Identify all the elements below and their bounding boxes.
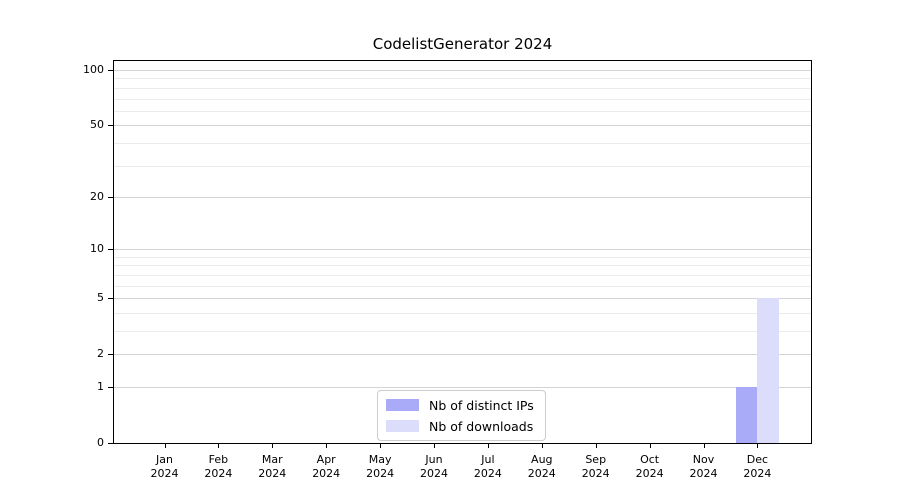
x-tick-label-line: Nov <box>692 453 715 466</box>
legend-swatch-distinct-ips <box>386 399 419 411</box>
x-tick-label-line: Jan <box>156 453 173 466</box>
gridline-minor <box>114 285 811 287</box>
gridline-minor <box>114 110 811 112</box>
legend-item-downloads: Nb of downloads <box>386 417 534 435</box>
x-tick-label-line: 2024 <box>689 467 718 480</box>
legend-label-downloads: Nb of downloads <box>429 418 534 434</box>
gridline-major <box>114 125 811 127</box>
x-tick <box>380 443 382 448</box>
y-tick <box>108 249 113 251</box>
x-tick-label-line: 2024 <box>581 467 610 480</box>
gridline-minor <box>114 256 811 258</box>
chart-title: CodelistGenerator 2024 <box>372 35 553 53</box>
gridline-minor <box>114 165 811 167</box>
y-tick-label: 100 <box>83 63 104 77</box>
legend-swatch-downloads <box>386 420 419 432</box>
gridline-minor <box>114 265 811 267</box>
gridline-minor <box>114 330 811 332</box>
x-tick <box>326 443 328 448</box>
gridline-minor <box>114 274 811 276</box>
x-tick-label: Sep 2024 <box>569 453 623 481</box>
y-tick <box>108 298 113 300</box>
gridline-major <box>114 354 811 356</box>
x-tick <box>757 443 759 448</box>
legend-label-distinct-ips: Nb of distinct IPs <box>429 397 534 413</box>
x-tick-label: Nov 2024 <box>677 453 731 481</box>
x-tick-label-line: 2024 <box>743 467 772 480</box>
bars-layer <box>114 61 811 443</box>
y-tick-label: 0 <box>97 436 104 449</box>
x-tick-label-line: 2024 <box>204 467 233 480</box>
gridlines-layer <box>114 61 811 443</box>
y-tick <box>108 125 113 127</box>
y-tick <box>108 354 113 356</box>
x-tick <box>595 443 597 448</box>
x-tick <box>272 443 274 448</box>
x-tick-label-line: May <box>368 453 392 466</box>
gridline-major <box>114 386 811 388</box>
x-tick-label: Dec 2024 <box>730 453 784 481</box>
gridline-minor <box>114 98 811 100</box>
y-tick-label: 1 <box>97 379 104 393</box>
y-tick-label: 5 <box>97 291 104 305</box>
x-tick-label-line: Dec <box>746 453 769 466</box>
y-tick <box>108 386 113 388</box>
x-tick-label-line: Feb <box>208 453 229 466</box>
bar-downloads <box>757 298 779 443</box>
x-tick <box>703 443 705 448</box>
x-tick-label-line: Aug <box>531 453 553 466</box>
y-tick <box>108 196 113 198</box>
y-tick-label: 20 <box>90 189 104 203</box>
y-tick-label: 10 <box>90 242 104 256</box>
x-tick <box>649 443 651 448</box>
x-tick-label: Apr 2024 <box>299 453 353 481</box>
x-tick-label-line: 2024 <box>635 467 664 480</box>
x-tick-label-line: Oct <box>640 453 660 466</box>
y-tick-label: 50 <box>90 118 104 132</box>
x-tick-label: Aug 2024 <box>515 453 569 481</box>
y-tick <box>108 443 113 444</box>
x-tick-label-line: 2024 <box>473 467 502 480</box>
y-tick <box>108 70 113 72</box>
x-tick-label: Feb 2024 <box>191 453 245 481</box>
x-tick-label: Mar 2024 <box>245 453 299 481</box>
x-tick <box>541 443 543 448</box>
x-tick-label-line: Jul <box>481 453 495 466</box>
x-tick-label: May 2024 <box>353 453 407 481</box>
x-tick-label-line: 2024 <box>527 467 556 480</box>
x-tick-label-line: 2024 <box>420 467 448 480</box>
gridline-minor <box>114 142 811 144</box>
gridline-major <box>114 249 811 251</box>
x-tick-label-line: Sep <box>585 453 607 466</box>
x-tick <box>164 443 166 448</box>
gridline-major <box>114 196 811 198</box>
x-tick <box>434 443 435 448</box>
axis-layer: 0 1 2 5 10 20 50 100 Jan 2024 Feb 2024 Mar 2024 Apr 202… <box>83 61 811 480</box>
x-tick-label: Oct 2024 <box>623 453 677 481</box>
plot-area: 0 1 2 5 10 20 50 100 Jan 2024 Feb 2024 Mar 2024 Apr 202… <box>83 60 812 480</box>
x-tick-label: Jul 2024 <box>461 453 515 481</box>
x-tick-label-line: Mar <box>261 453 283 466</box>
x-tick <box>487 443 489 448</box>
gridline-minor <box>114 312 811 314</box>
y-tick-label: 2 <box>97 347 104 361</box>
x-tick-label-line: 2024 <box>258 467 287 480</box>
x-tick <box>218 443 220 448</box>
gridline-minor <box>114 87 811 89</box>
legend: Nb of distinct IPs Nb of downloads <box>377 390 546 441</box>
x-tick-label-line: 2024 <box>366 467 395 480</box>
gridline-major <box>114 70 811 72</box>
bar-distinct-ips <box>735 386 758 443</box>
x-tick-label: Jan 2024 <box>138 453 192 481</box>
legend-item-distinct-ips: Nb of distinct IPs <box>386 396 534 414</box>
x-tick-label: Jun 2024 <box>407 453 461 481</box>
gridline-minor <box>114 78 811 80</box>
x-tick-label-line: Jun <box>425 453 443 466</box>
x-tick-label-line: 2024 <box>150 467 179 480</box>
x-tick-label-line: Apr <box>316 453 336 466</box>
x-tick-label-line: 2024 <box>312 467 341 480</box>
gridline-major <box>114 298 811 300</box>
